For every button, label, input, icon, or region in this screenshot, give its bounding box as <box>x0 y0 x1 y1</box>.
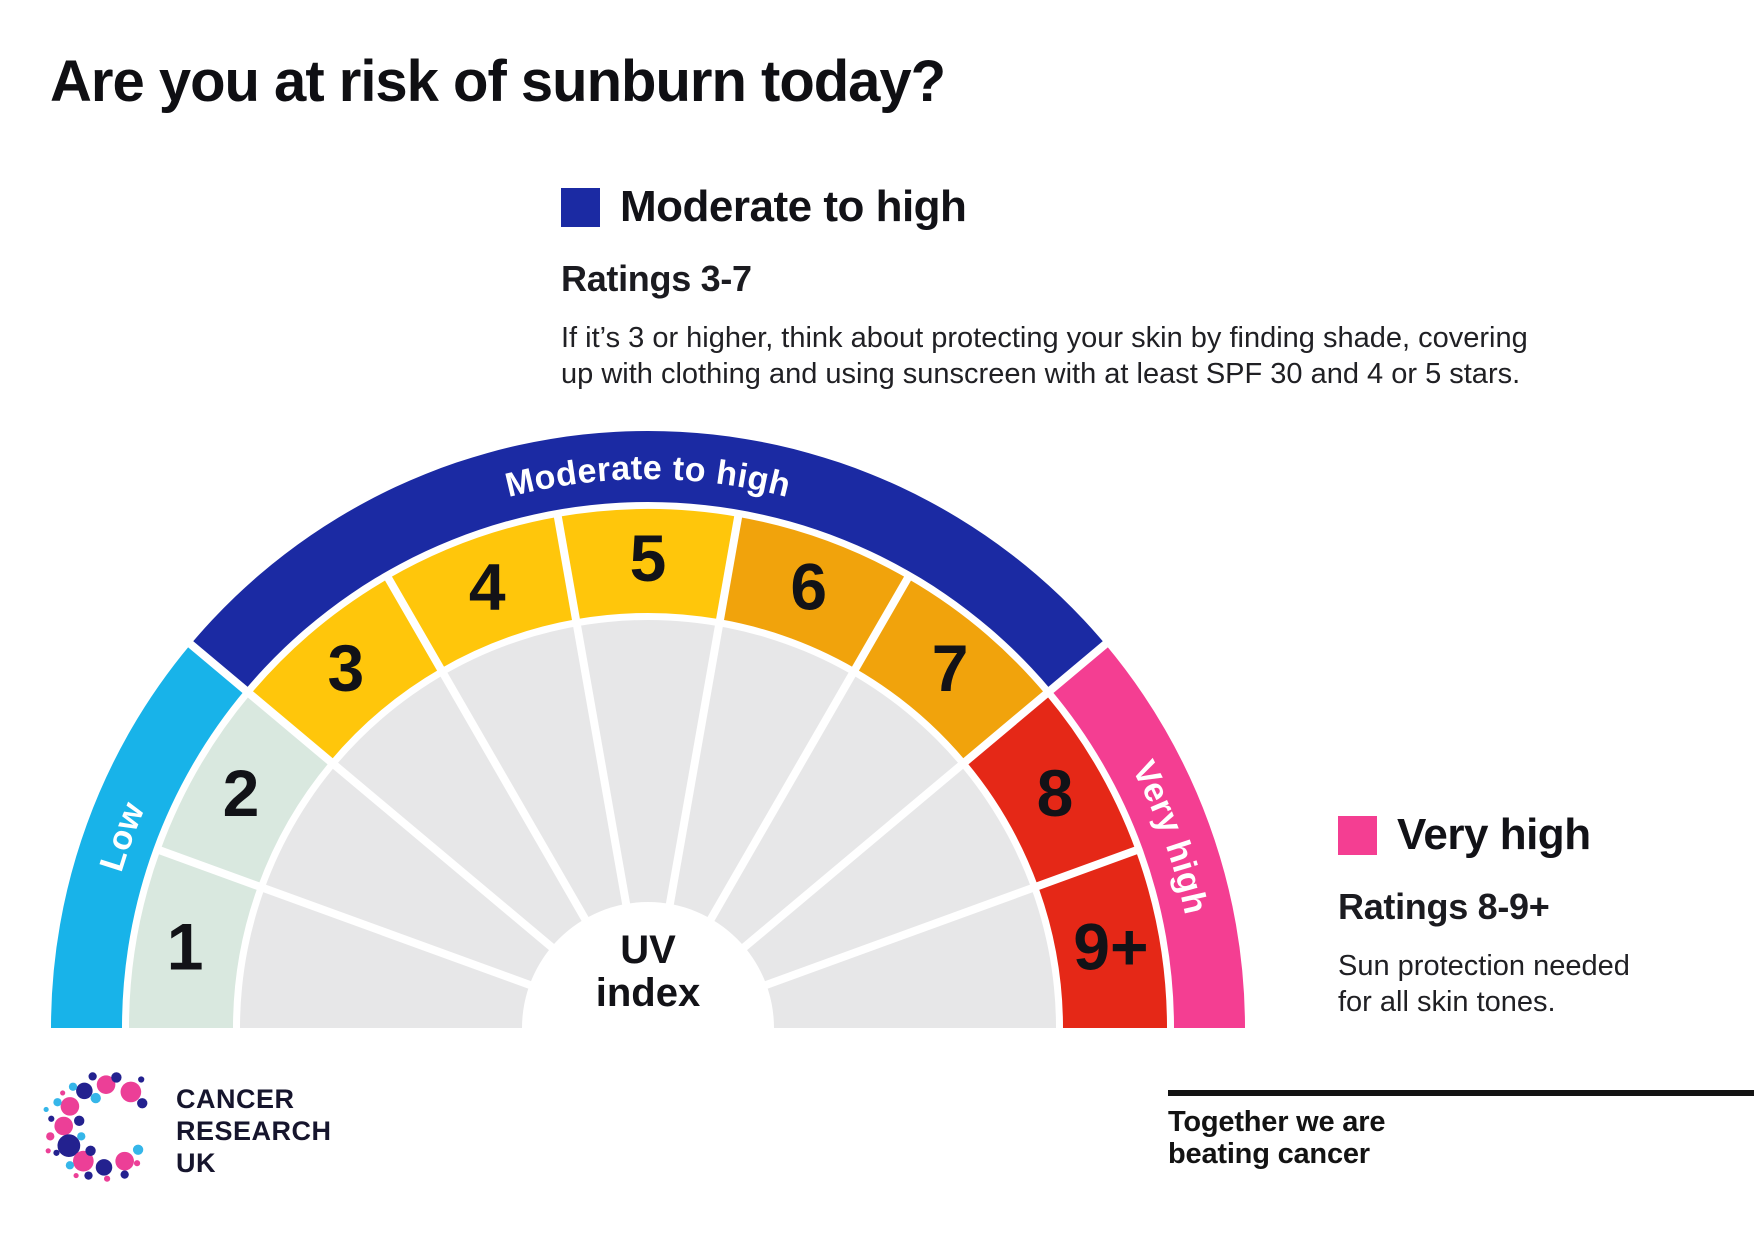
gauge-separator <box>185 638 558 953</box>
callout-moderate-heading: Moderate to high <box>620 182 967 231</box>
gauge-band-low <box>51 644 246 1028</box>
callout-moderate-ratings: Ratings 3-7 <box>561 258 752 299</box>
gauge-segment-5 <box>557 508 739 620</box>
gauge-segment-number-6: 6 <box>790 549 827 623</box>
uv-index-gauge: Low Moderate to high Very high 1 2 3 4 5 6 7 8 9+ UV… <box>43 425 1253 1028</box>
callout-very-high: Very high Ratings 8-9+ Sun protection ne… <box>1338 810 1630 1020</box>
gauge-segment-3 <box>250 578 441 762</box>
callout-moderate-to-high: Moderate to high Ratings 3-7 If it’s 3 o… <box>561 182 1528 392</box>
cruk-logo-line2: RESEARCH <box>176 1116 332 1146</box>
gauge-segment-2 <box>160 694 331 887</box>
callout-moderate-body-line2: up with clothing and using sunscreen wit… <box>561 358 1521 390</box>
gauge-segment-number-1: 1 <box>167 909 204 983</box>
tagline-line2: beating cancer <box>1168 1138 1370 1170</box>
gauge-separator <box>761 845 1141 991</box>
gauge-center-label-line1: UV <box>620 928 676 972</box>
gauge-segment-number-2: 2 <box>223 756 260 830</box>
cruk-logo-line3: UK <box>176 1148 216 1178</box>
cruk-logo-text: CANCER RESEARCH UK <box>176 1083 332 1179</box>
gauge-segment-number-5: 5 <box>630 521 667 595</box>
gauge-segment-4 <box>388 516 576 669</box>
gauge-segment-9- <box>1037 850 1167 1028</box>
gauge-segment-8 <box>965 694 1136 887</box>
gauge-inner-fan <box>240 620 1056 1028</box>
callout-moderate-body-line1: If it’s 3 or higher, think about protect… <box>561 322 1528 354</box>
gauge-segment-7 <box>855 578 1046 762</box>
cruk-logo-line1: CANCER <box>176 1084 295 1114</box>
tagline: Together we are beating cancer <box>1168 1106 1385 1170</box>
gauge-segment-1 <box>129 850 259 1028</box>
gauge-band-very-high <box>1050 644 1245 1028</box>
gauge-separator <box>155 845 535 991</box>
callout-very-high-body-line1: Sun protection needed <box>1338 950 1630 982</box>
gauge-segment-6 <box>720 516 908 669</box>
gauge-separator <box>738 638 1111 953</box>
cruk-logo-icon <box>43 1072 148 1182</box>
tagline-rule <box>1168 1090 1754 1096</box>
very-high-color-swatch-icon <box>1338 815 1377 855</box>
gauge-separator <box>665 512 743 909</box>
tagline-line1: Together we are <box>1168 1106 1386 1138</box>
gauge-band-moderate-to-high <box>190 431 1106 690</box>
gauge-segment-number-9-: 9+ <box>1073 909 1148 983</box>
gauge-separator <box>553 512 631 909</box>
page-title: Are you at risk of sunburn today? <box>50 49 946 114</box>
gauge-segment-number-7: 7 <box>932 631 969 705</box>
gauge-segment-number-3: 3 <box>328 631 365 705</box>
callout-very-high-body-line2: for all skin tones. <box>1338 986 1556 1018</box>
gauge-center-label-line2: index <box>596 971 700 1015</box>
gauge-segment-number-8: 8 <box>1037 756 1074 830</box>
gauge-segment-number-4: 4 <box>469 549 506 623</box>
callout-very-high-ratings: Ratings 8-9+ <box>1338 886 1550 927</box>
gauge-separator <box>705 573 913 925</box>
moderate-color-swatch-icon <box>561 187 600 227</box>
callout-very-high-heading: Very high <box>1397 810 1591 859</box>
gauge-separator <box>383 573 591 925</box>
